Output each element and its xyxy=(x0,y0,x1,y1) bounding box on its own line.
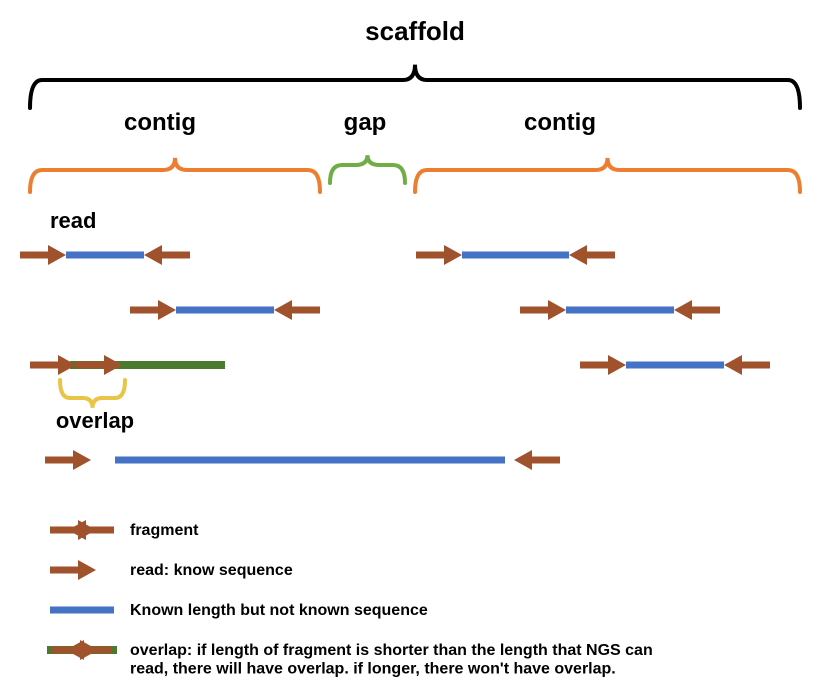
fragment-3-right-arrow-head xyxy=(674,300,692,320)
legend-3-text: overlap: if length of fragment is shorte… xyxy=(130,642,653,677)
brace-scaffold xyxy=(30,65,800,108)
legend-3-arrow-b-head xyxy=(66,640,84,660)
label-scaffold: scaffold xyxy=(365,16,465,46)
legend-2-text: Known length but not known sequence xyxy=(130,602,428,619)
fragment-4-left-arrow-head xyxy=(608,355,626,375)
legend-1-arrow-head xyxy=(78,560,96,580)
brace-overlap xyxy=(60,380,125,408)
fragment-0-right-arrow-head xyxy=(144,245,162,265)
fragment-4-right-arrow-head xyxy=(724,355,742,375)
legend-1-text: read: know sequence xyxy=(130,562,293,579)
fragment-3-left-arrow-head xyxy=(548,300,566,320)
fragment-1-left-arrow-head xyxy=(158,300,176,320)
label-read: read xyxy=(50,208,96,233)
fragment-0-left-arrow-head xyxy=(48,245,66,265)
fragment-2-right-arrow-head xyxy=(569,245,587,265)
label-gap: gap xyxy=(344,109,387,136)
brace-contig-right xyxy=(415,158,800,192)
long-fragment-right-arrow-head xyxy=(514,450,532,470)
brace-contig-left xyxy=(30,158,320,192)
fragment-2-left-arrow-head xyxy=(444,245,462,265)
label-overlap: overlap xyxy=(56,408,134,433)
legend-0-text: fragment xyxy=(130,522,199,539)
legend-0-right-arrow-head xyxy=(68,520,86,540)
fragment-1-right-arrow-head xyxy=(274,300,292,320)
long-fragment-left-arrow-head xyxy=(73,450,91,470)
brace-gap xyxy=(330,155,405,183)
overlap-left-arrow-head xyxy=(58,355,76,375)
label-contig-right: contig xyxy=(524,109,596,136)
label-contig-left: contig xyxy=(124,109,196,136)
overlap-right-arrow-head xyxy=(104,355,122,375)
